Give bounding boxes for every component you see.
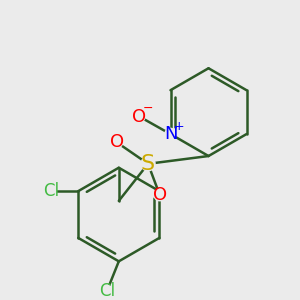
Text: −: − <box>143 102 153 115</box>
Text: +: + <box>174 120 184 133</box>
Circle shape <box>46 186 56 196</box>
Text: O: O <box>153 186 167 204</box>
Circle shape <box>154 189 166 201</box>
Circle shape <box>141 157 155 171</box>
Circle shape <box>102 285 112 296</box>
Circle shape <box>111 137 122 148</box>
Circle shape <box>134 111 145 122</box>
Circle shape <box>165 128 176 140</box>
Text: N: N <box>164 125 177 143</box>
Text: Cl: Cl <box>99 282 115 300</box>
Text: Cl: Cl <box>43 182 59 200</box>
Text: O: O <box>110 134 124 152</box>
Text: O: O <box>132 107 146 125</box>
Text: S: S <box>141 154 155 174</box>
